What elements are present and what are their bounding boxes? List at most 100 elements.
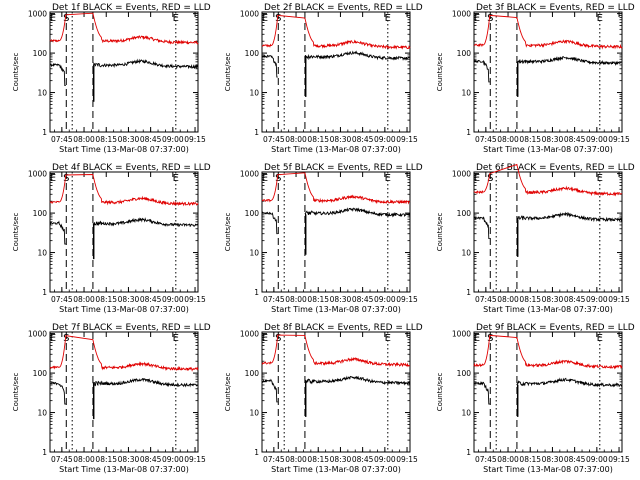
- panel-title: Det 1f BLACK = Events, RED = LLD: [52, 3, 211, 13]
- series-lld: [261, 172, 411, 205]
- x-tick-label: 08:15: [95, 455, 117, 464]
- y-tick-label: 10: [461, 409, 471, 418]
- x-tick-label: 08:15: [519, 135, 541, 144]
- x-tick-label: 07:45: [475, 135, 497, 144]
- time-marker-label: S: [275, 173, 281, 184]
- plot-frame: [473, 331, 623, 453]
- series-lld: [261, 334, 411, 368]
- x-axis-label: Start Time (13-Mar-08 07:37:00): [271, 305, 401, 314]
- time-marker-label: E: [474, 173, 480, 184]
- series-events: [91, 58, 199, 102]
- time-marker-label: E: [385, 173, 391, 184]
- chart-panel: Det 4f BLACK = Events, RED = LLD 1 10 100 10…: [12, 163, 211, 314]
- x-tick-label: 08:15: [519, 455, 541, 464]
- series-lld: [49, 335, 199, 372]
- time-marker-label: S: [487, 173, 493, 184]
- time-marker-label: S: [63, 173, 69, 184]
- y-axis-label: Counts/sec: [436, 53, 444, 92]
- x-tick-label: 08:15: [307, 455, 329, 464]
- x-tick-label: 08:00: [497, 135, 519, 144]
- series-events: [261, 54, 278, 78]
- x-tick-label: 08:00: [73, 135, 95, 144]
- x-tick-label: 09:15: [608, 135, 630, 144]
- chart-panel: Det 1f BLACK = Events, RED = LLD 1 10 100 10…: [12, 3, 211, 154]
- x-tick-label: 08:15: [307, 295, 329, 304]
- time-marker-label: E: [597, 173, 603, 184]
- x-tick-label: 07:45: [51, 295, 73, 304]
- x-tick-label: 08:15: [95, 135, 117, 144]
- x-axis-label: Start Time (13-Mar-08 07:37:00): [483, 145, 613, 154]
- series-events: [49, 381, 66, 405]
- y-tick-label: 1000: [452, 330, 471, 339]
- y-tick-label: 100: [33, 209, 48, 218]
- series-lld: [49, 12, 199, 45]
- chart-panel: Det 3f BLACK = Events, RED = LLD 1 10 100 10…: [436, 3, 635, 154]
- y-tick-label: 1000: [452, 170, 471, 179]
- time-marker-label: E: [50, 13, 56, 24]
- time-marker-label: E: [474, 333, 480, 344]
- series-events: [92, 377, 198, 420]
- x-tick-label: 09:15: [184, 455, 206, 464]
- time-marker-label: E: [173, 13, 179, 24]
- y-tick-label: 10: [37, 89, 47, 98]
- x-tick-label: 09:15: [608, 455, 630, 464]
- plot-frame: [49, 331, 199, 453]
- time-marker-label: E: [262, 333, 268, 344]
- y-tick-label: 100: [245, 49, 260, 58]
- y-axis-label: Counts/sec: [224, 373, 232, 412]
- series-events: [92, 217, 199, 260]
- x-tick-label: 08:30: [542, 295, 564, 304]
- plot-frame: [473, 11, 623, 133]
- x-tick-label: 08:45: [564, 455, 586, 464]
- series-events: [515, 56, 623, 97]
- x-tick-label: 09:15: [396, 295, 418, 304]
- x-tick-label: 07:45: [51, 455, 73, 464]
- x-tick-label: 07:45: [475, 455, 497, 464]
- y-axis-label: Counts/sec: [224, 213, 232, 252]
- y-axis-label: Counts/sec: [436, 213, 444, 252]
- series-events: [49, 220, 66, 245]
- x-tick-label: 08:30: [118, 135, 140, 144]
- x-tick-label: 09:00: [374, 455, 396, 464]
- y-tick-label: 100: [457, 369, 472, 378]
- panel-title: Det 3f BLACK = Events, RED = LLD: [476, 3, 635, 13]
- x-tick-label: 08:00: [285, 295, 307, 304]
- chart-panel: Det 9f BLACK = Events, RED = LLD 1 10 100 10…: [436, 323, 635, 474]
- y-tick-label: 10: [461, 249, 471, 258]
- panel-title: Det 2f BLACK = Events, RED = LLD: [264, 3, 423, 13]
- chart-panel: Det 2f BLACK = Events, RED = LLD 1 10 100 10…: [224, 3, 423, 154]
- x-tick-label: 08:30: [330, 455, 352, 464]
- x-tick-label: 09:15: [396, 455, 418, 464]
- y-tick-label: 1000: [28, 330, 47, 339]
- panel-title: Det 6f BLACK = Events, RED = LLD: [476, 163, 635, 173]
- y-tick-label: 100: [457, 209, 472, 218]
- x-tick-label: 08:15: [307, 135, 329, 144]
- series-events: [473, 216, 490, 240]
- chart-panel: Det 6f BLACK = Events, RED = LLD 1 10 100 10…: [436, 163, 635, 314]
- time-marker-label: E: [50, 173, 56, 184]
- x-axis-label: Start Time (13-Mar-08 07:37:00): [483, 305, 613, 314]
- x-tick-label: 08:45: [564, 135, 586, 144]
- series-lld: [473, 14, 623, 50]
- x-tick-label: 07:45: [475, 295, 497, 304]
- x-axis-label: Start Time (13-Mar-08 07:37:00): [59, 305, 189, 314]
- y-tick-label: 1000: [240, 10, 259, 19]
- time-marker-label: E: [597, 333, 603, 344]
- x-tick-label: 08:30: [542, 455, 564, 464]
- x-tick-label: 08:00: [285, 135, 307, 144]
- series-events: [473, 59, 490, 83]
- y-axis-label: Counts/sec: [436, 373, 444, 412]
- plot-frame: [261, 331, 411, 453]
- y-tick-label: 10: [249, 409, 259, 418]
- x-axis-label: Start Time (13-Mar-08 07:37:00): [59, 145, 189, 154]
- y-axis-label: Counts/sec: [12, 213, 20, 252]
- series-events: [261, 378, 278, 403]
- x-tick-label: 08:45: [140, 135, 162, 144]
- x-tick-label: 07:45: [51, 135, 73, 144]
- y-tick-label: 1: [466, 288, 471, 297]
- x-tick-label: 08:00: [73, 295, 95, 304]
- y-tick-label: 1: [42, 288, 47, 297]
- x-axis-label: Start Time (13-Mar-08 07:37:00): [483, 465, 613, 474]
- y-tick-label: 10: [249, 249, 259, 258]
